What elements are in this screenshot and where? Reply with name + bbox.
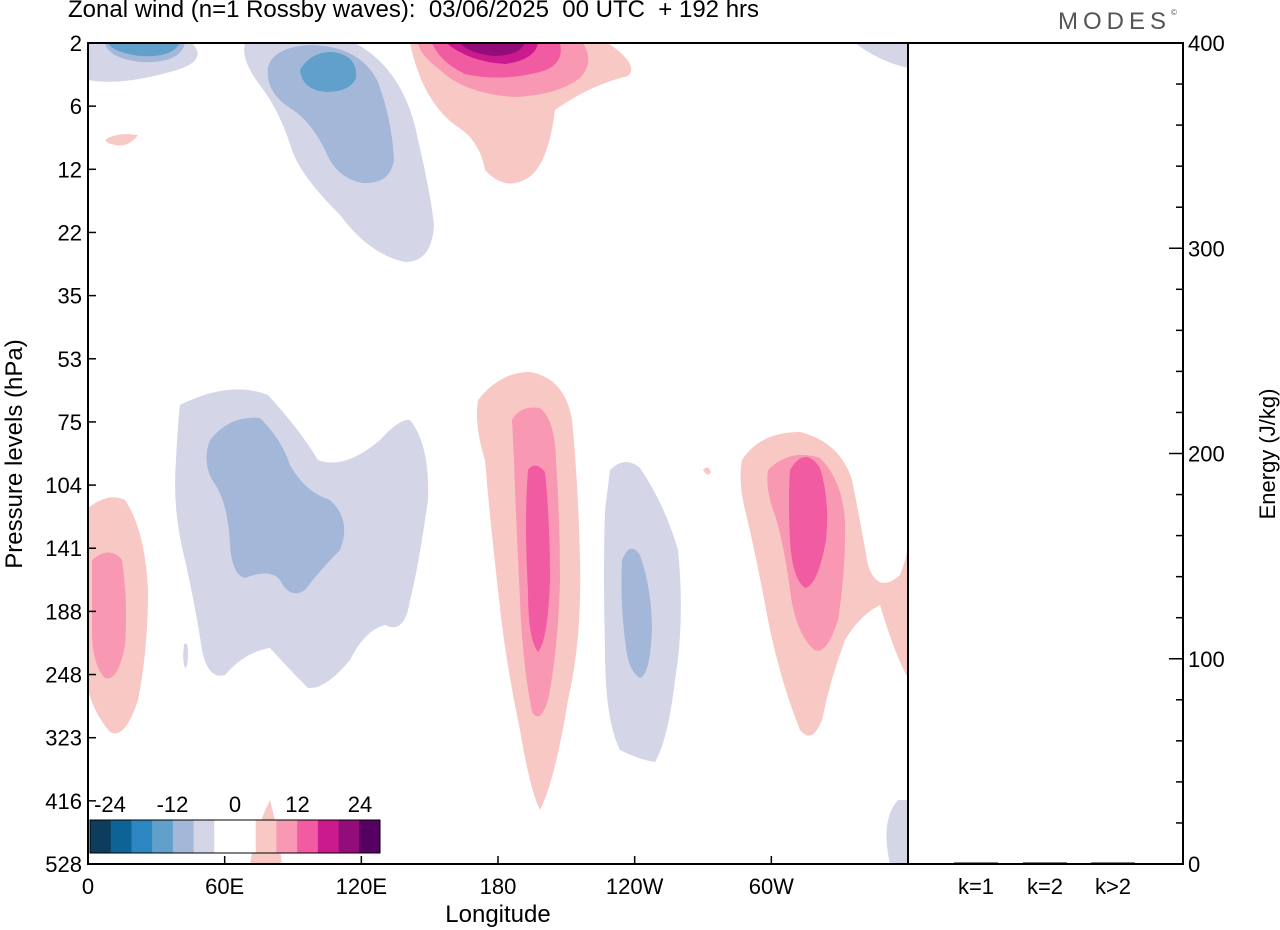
energy-bar-label: k=2 xyxy=(1027,874,1063,899)
y-tick-label: 2 xyxy=(70,31,82,56)
y-tick-label: 12 xyxy=(58,157,82,182)
neg-mid-60e-mid xyxy=(206,417,345,594)
colorbar-swatch xyxy=(359,820,381,853)
colorbar-swatch xyxy=(172,820,195,853)
pos-small-blob xyxy=(105,134,138,146)
x-tick-label: 120E xyxy=(336,874,387,899)
neg-top-right xyxy=(855,43,908,68)
brand-text: MODES xyxy=(1058,8,1172,35)
pos-left-mid xyxy=(92,552,126,679)
pos-low-60w-core xyxy=(789,456,828,588)
neg-top-left-core xyxy=(108,43,180,57)
y-tick-label: 323 xyxy=(45,726,82,751)
colorbar-swatch xyxy=(338,820,360,853)
colorbar-label: -12 xyxy=(157,792,189,817)
y-tick-label: 6 xyxy=(70,94,82,119)
energy-axis: 0 100 200 300 400 xyxy=(1169,31,1225,877)
y-tick-label: 53 xyxy=(58,347,82,372)
y-tick-label: 141 xyxy=(45,536,82,561)
neg-tiny-dot xyxy=(183,643,188,668)
chart-title: Zonal wind (n=1 Rossby waves): 03/06/202… xyxy=(68,0,760,23)
energy-tick-label: 300 xyxy=(1188,236,1225,261)
brand-logo: MODES© xyxy=(1058,8,1177,36)
colorbar-label: -24 xyxy=(94,792,126,817)
colorbar-swatch xyxy=(193,820,215,853)
colorbar-swatch xyxy=(90,820,112,853)
y-tick-label: 248 xyxy=(45,663,82,688)
energy-tick-label: 200 xyxy=(1188,442,1225,467)
y-axis-label: Pressure levels (hPa) xyxy=(1,339,28,568)
energy-bar-label: k=1 xyxy=(958,874,994,899)
colorbar-swatch xyxy=(110,820,132,853)
x-tick-label: 60W xyxy=(749,874,794,899)
x-tick-label: 180 xyxy=(480,874,517,899)
colorbar-swatch xyxy=(152,820,174,853)
x-tick-label: 60E xyxy=(205,874,244,899)
y-tick-label: 22 xyxy=(58,220,82,245)
y-axis: 2 6 12 22 35 53 75 104 141 188 248 323 416 528 xyxy=(45,31,96,877)
colorbar-swatch xyxy=(276,820,298,853)
bar-frame xyxy=(907,42,1184,865)
neg-top-120e-mid xyxy=(267,45,394,184)
pos-tiny-dot xyxy=(703,467,711,475)
pos-top-180-max xyxy=(460,43,525,56)
x-tick-label: 0 xyxy=(82,874,94,899)
y-tick-label: 416 xyxy=(45,789,82,814)
colorbar-swatch xyxy=(131,820,153,853)
colorbar: -24 -12 0 12 24 xyxy=(89,792,381,854)
energy-bar-label: k>2 xyxy=(1095,874,1131,899)
energy-bar xyxy=(1091,862,1135,864)
neg-low-120w-mid xyxy=(621,548,652,678)
neg-top-120e-core xyxy=(300,52,357,92)
y-tick-label: 35 xyxy=(58,284,82,309)
y-tick-label: 75 xyxy=(58,410,82,435)
colorbar-frame xyxy=(89,819,381,854)
colorbar-swatch xyxy=(214,820,236,853)
colorbar-swatch xyxy=(255,820,277,853)
pos-low-180-core xyxy=(526,465,550,652)
energy-bars: k=1 k=2 k>2 xyxy=(954,862,1135,899)
energy-bar xyxy=(1023,862,1067,864)
brand-mark: © xyxy=(1171,8,1177,17)
colorbar-label: 24 xyxy=(348,792,372,817)
energy-tick-label: 100 xyxy=(1188,647,1225,672)
colorbar-swatch xyxy=(317,820,340,853)
x-axis-label: Longitude xyxy=(445,901,550,928)
energy-tick-label: 0 xyxy=(1188,852,1200,877)
colorbar-label: 12 xyxy=(285,792,309,817)
colorbar-swatch xyxy=(235,820,257,853)
energy-tick-label: 400 xyxy=(1188,31,1225,56)
y-tick-label: 188 xyxy=(45,599,82,624)
x-tick-label: 120W xyxy=(606,874,664,899)
y-tick-label: 104 xyxy=(45,473,82,498)
contour-field xyxy=(88,43,908,864)
x-axis: 0 60E 120E 180 120W 60W xyxy=(82,856,794,899)
colorbar-label: 0 xyxy=(229,792,241,817)
energy-axis-label: Energy (J/kg) xyxy=(1255,389,1280,520)
y-tick-label: 528 xyxy=(45,852,82,877)
neg-bottom-right xyxy=(886,800,908,864)
energy-bar xyxy=(954,862,998,864)
colorbar-swatch xyxy=(297,820,319,853)
